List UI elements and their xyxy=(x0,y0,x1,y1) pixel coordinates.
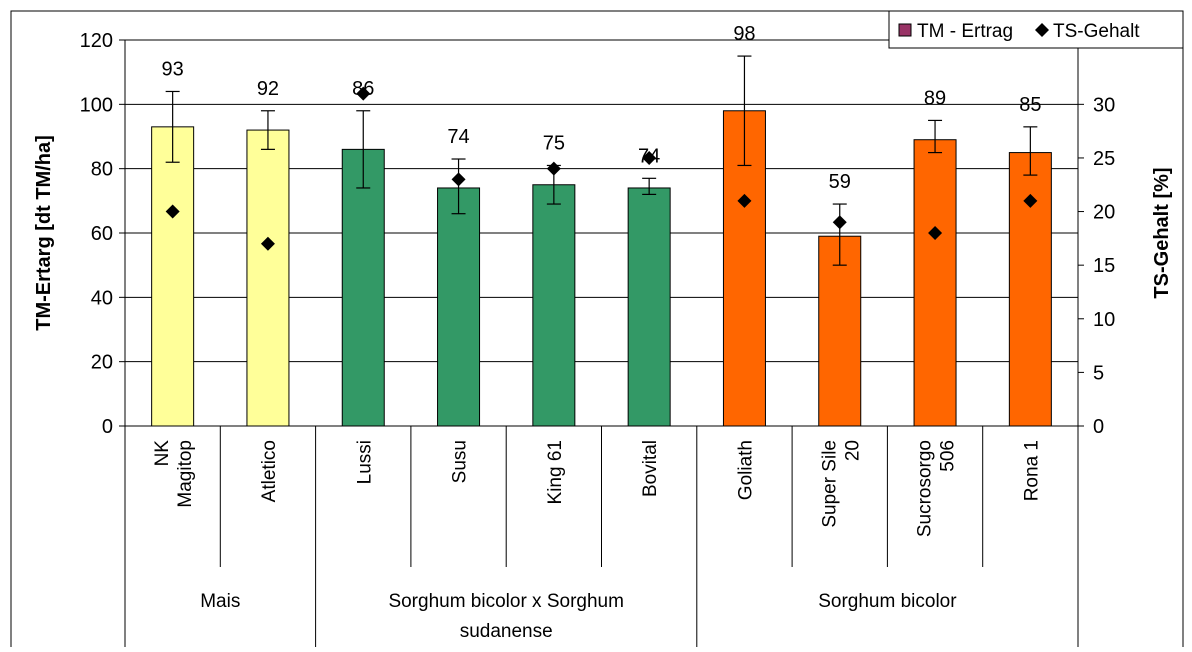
legend-label-tm-ertrag: TM - Ertrag xyxy=(917,21,1013,42)
category-label: King 61 xyxy=(545,440,566,504)
y-tick-label-left: 60 xyxy=(91,223,113,245)
y-axis-title-left: TM-Ertarg [dt TM/ha] xyxy=(33,135,55,331)
data-label: 93 xyxy=(162,58,184,80)
category-label: Rona 1 xyxy=(1021,440,1042,501)
ts-gehalt-marker xyxy=(451,172,466,187)
data-label: 98 xyxy=(733,23,755,45)
category-label: Super Sile xyxy=(819,440,840,528)
category-label: 20 xyxy=(842,440,863,461)
ts-gehalt-marker xyxy=(260,236,275,251)
y-tick-label-left: 20 xyxy=(91,352,113,374)
legend-marker-ts-gehalt xyxy=(1035,23,1049,37)
category-label: 506 xyxy=(938,440,959,472)
bar xyxy=(437,187,481,427)
data-label: 89 xyxy=(924,87,946,109)
legend-label-ts-gehalt: TS-Gehalt xyxy=(1053,21,1140,42)
chart-frame xyxy=(10,10,1184,652)
bar xyxy=(151,126,195,427)
bar xyxy=(818,235,862,427)
category-label: Magitop xyxy=(175,440,196,508)
y-tick-label-right: 30 xyxy=(1093,94,1115,116)
y-tick-label-right: 15 xyxy=(1093,255,1115,277)
category-label: Sucrosorgo xyxy=(915,440,936,537)
group-label: Mais xyxy=(200,591,240,612)
ts-gehalt-marker xyxy=(642,150,657,165)
legend-swatch-tm-ertrag xyxy=(898,23,912,37)
data-label: 86 xyxy=(352,78,374,100)
ts-gehalt-marker xyxy=(546,161,561,176)
data-label: 74 xyxy=(638,145,660,167)
y-tick-label-right: 5 xyxy=(1093,362,1104,384)
data-label: 92 xyxy=(257,78,279,100)
ts-gehalt-marker xyxy=(165,204,180,219)
data-label: 59 xyxy=(829,171,851,193)
y-tick-label-right: 10 xyxy=(1093,309,1115,331)
category-label: Goliath xyxy=(735,440,756,500)
y-tick-label-left: 120 xyxy=(80,30,113,52)
data-label: 74 xyxy=(447,126,469,148)
bar xyxy=(913,139,957,427)
y-tick-label-right: 0 xyxy=(1093,416,1104,438)
bar xyxy=(341,148,385,427)
bar xyxy=(627,187,671,427)
legend: TM - Ertrag TS-Gehalt xyxy=(888,10,1184,49)
y-axis-title-right: TS-Gehalt [%] xyxy=(1151,167,1173,298)
data-label: 75 xyxy=(543,132,565,154)
ts-gehalt-marker xyxy=(928,226,943,240)
data-label: 85 xyxy=(1019,94,1041,116)
bar xyxy=(1008,152,1052,427)
ts-gehalt-marker xyxy=(737,193,752,208)
group-label: Sorghum bicolor x Sorghum xyxy=(388,591,624,612)
group-label: sudanense xyxy=(460,621,553,642)
y-tick-label-left: 100 xyxy=(80,94,113,116)
y-tick-label-left: 40 xyxy=(91,287,113,309)
category-label: Atletico xyxy=(259,440,280,502)
y-tick-label-right: 25 xyxy=(1093,148,1115,170)
bar xyxy=(532,184,576,427)
y-tick-label-left: 80 xyxy=(91,159,113,181)
ts-gehalt-marker xyxy=(356,86,371,101)
category-label: Bovital xyxy=(640,440,661,497)
bar xyxy=(246,129,290,427)
y-tick-label-left: 0 xyxy=(102,416,113,438)
group-label: Sorghum bicolor xyxy=(818,591,957,612)
category-label: Lussi xyxy=(354,440,375,484)
category-label: Susu xyxy=(450,440,471,483)
y-tick-label-right: 20 xyxy=(1093,202,1115,224)
ts-gehalt-marker xyxy=(1023,193,1038,208)
ts-gehalt-marker xyxy=(832,215,847,230)
category-label: NK xyxy=(152,440,173,467)
